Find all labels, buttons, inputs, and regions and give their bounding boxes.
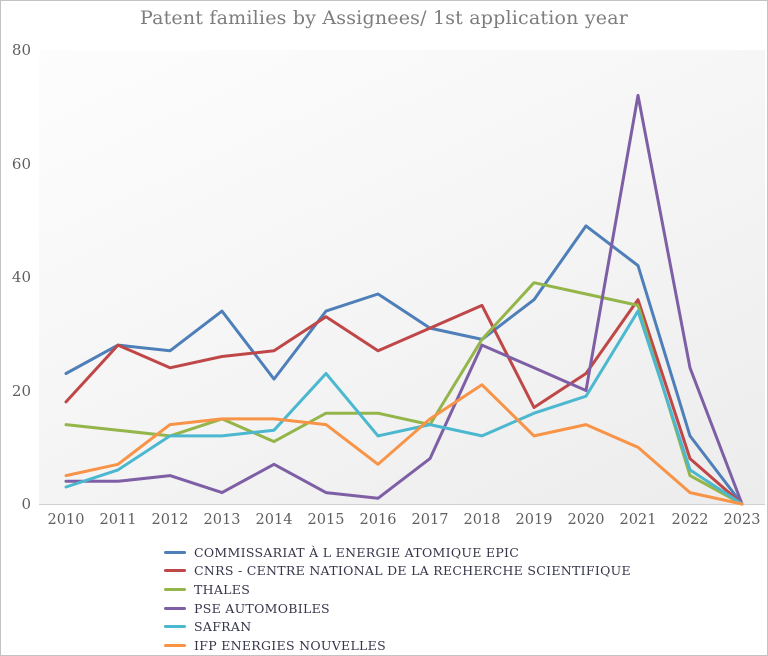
x-tick-label-2011: 2011: [99, 512, 137, 528]
legend-item-ifp-energies-nouvelles[interactable]: IFP ENERGIES NOUVELLES: [164, 636, 631, 655]
legend-label: THALES: [194, 581, 251, 597]
x-tick-label-2020: 2020: [567, 512, 605, 528]
x-tick-label-2023: 2023: [723, 512, 761, 528]
chart-title: Patent families by Assignees/ 1st applic…: [139, 7, 629, 29]
x-tick-label-2010: 2010: [47, 512, 85, 528]
series-line-thales[interactable]: [64, 281, 744, 506]
series-line-commissariat-l-energie-atomique-epic[interactable]: [64, 224, 744, 506]
legend-dash-icon: [164, 606, 186, 610]
legend-item-thales[interactable]: THALES: [164, 580, 631, 599]
x-tick-label-2012: 2012: [151, 512, 189, 528]
x-tick-label-2022: 2022: [671, 512, 709, 528]
series-line-safran[interactable]: [64, 309, 744, 506]
legend-dash-icon: [164, 625, 186, 629]
legend-item-commissariat-l-energie-atomique-epic[interactable]: COMMISSARIAT À L ENERGIE ATOMIQUE EPIC: [164, 543, 631, 562]
x-tick-label-2019: 2019: [515, 512, 553, 528]
legend-dash-icon: [164, 643, 186, 647]
x-tick-label-2018: 2018: [463, 512, 501, 528]
legend-dash-icon: [164, 587, 186, 591]
y-tick-label-0: 0: [21, 495, 31, 513]
x-tick-label-2017: 2017: [411, 512, 449, 528]
series-line-ifp-energies-nouvelles[interactable]: [64, 383, 744, 506]
y-tick-label-60: 60: [11, 155, 31, 173]
legend-label: IFP ENERGIES NOUVELLES: [194, 637, 386, 653]
legend-item-safran[interactable]: SAFRAN: [164, 617, 631, 636]
legend: COMMISSARIAT À L ENERGIE ATOMIQUE EPIC CN…: [164, 543, 631, 655]
x-tick-label-2014: 2014: [255, 512, 293, 528]
legend-label: COMMISSARIAT À L ENERGIE ATOMIQUE EPIC: [194, 544, 520, 560]
x-tick-label-2016: 2016: [359, 512, 397, 528]
series-line-cnrs-centre-national-de-la-recherche-scientifique[interactable]: [64, 298, 744, 506]
x-tick-label-2013: 2013: [203, 512, 241, 528]
legend-label: CNRS - CENTRE NATIONAL DE LA RECHERCHE S…: [194, 563, 631, 579]
y-tick-label-20: 20: [11, 382, 31, 400]
y-tick-label-40: 40: [11, 268, 31, 286]
legend-dash-icon: [164, 569, 186, 573]
x-tick-label-2015: 2015: [307, 512, 345, 528]
x-tick-label-2021: 2021: [619, 512, 657, 528]
legend-item-pse-automobiles[interactable]: PSE AUTOMOBILES: [164, 599, 631, 618]
legend-label: PSE AUTOMOBILES: [194, 600, 330, 616]
legend-item-cnrs-centre-national-de-la-recherche-scientifique[interactable]: CNRS - CENTRE NATIONAL DE LA RECHERCHE S…: [164, 562, 631, 581]
y-tick-label-80: 80: [11, 41, 31, 59]
legend-label: SAFRAN: [194, 619, 252, 635]
legend-dash-icon: [164, 550, 186, 554]
series-line-pse-automobiles[interactable]: [64, 93, 744, 506]
